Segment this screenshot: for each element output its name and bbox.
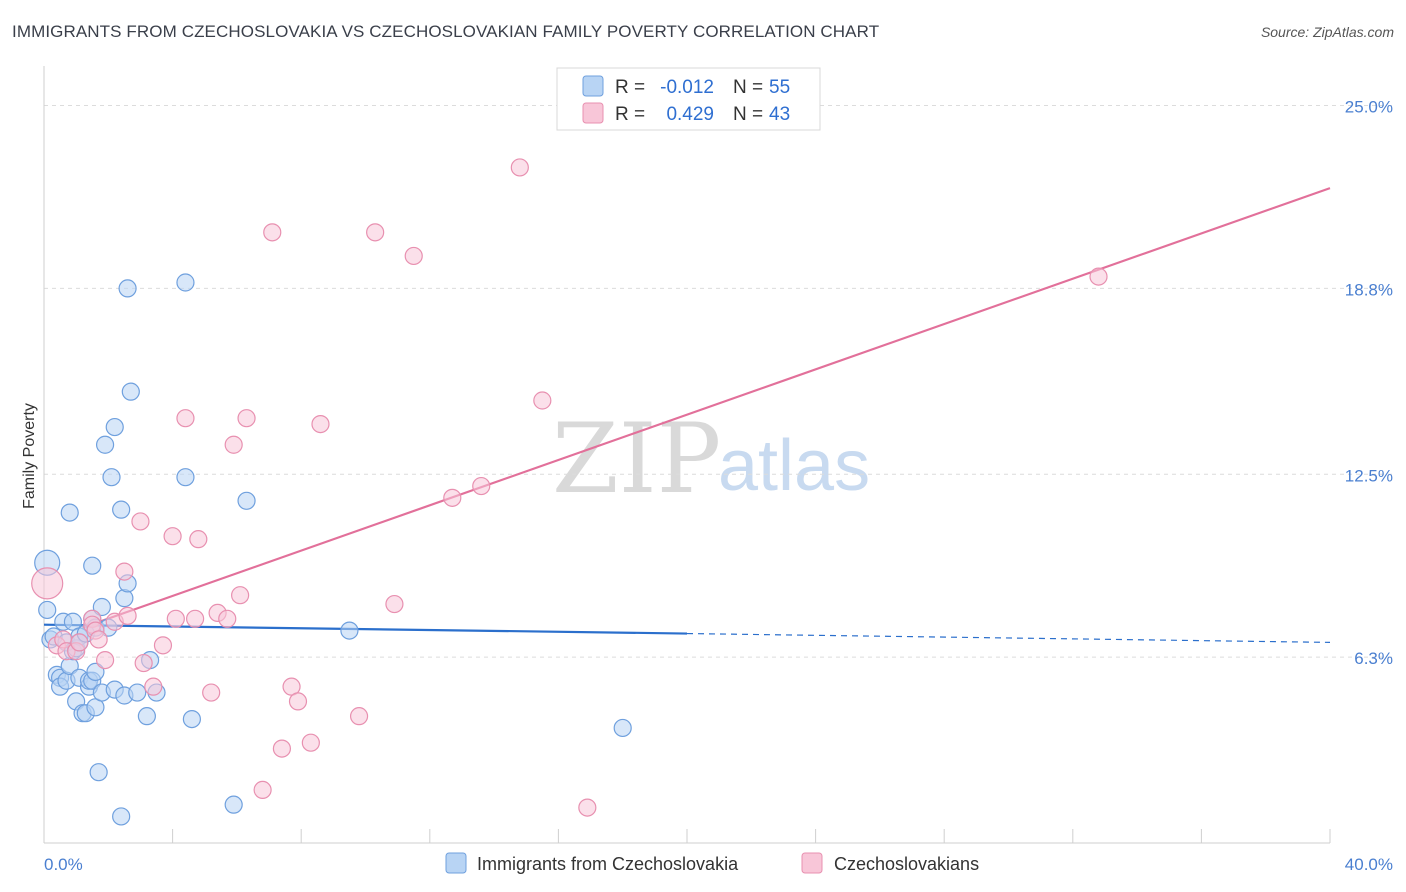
point-immigrants-czechoslovakia — [176, 468, 195, 487]
point-czechoslovakians — [115, 562, 134, 581]
point-immigrants-czechoslovakia — [112, 807, 131, 826]
point-czechoslovakians — [189, 530, 208, 549]
point-czechoslovakians — [118, 606, 137, 625]
point-immigrants-czechoslovakia — [176, 273, 195, 292]
point-immigrants-czechoslovakia — [118, 279, 137, 298]
legend-r-label: R = — [615, 77, 645, 98]
point-immigrants-czechoslovakia — [92, 597, 111, 617]
point-immigrants-czechoslovakia — [89, 763, 108, 782]
watermark-zip: ZIP — [552, 403, 721, 515]
point-czechoslovakians — [153, 636, 173, 655]
point-immigrants-czechoslovakia — [86, 662, 105, 682]
point-immigrants-czechoslovakia — [112, 500, 131, 519]
point-czechoslovakians — [70, 633, 89, 652]
gridlines: 6.3% 12.5% 18.8% 25.0% — [44, 98, 1393, 668]
watermark-atlas: atlas — [718, 426, 870, 506]
point-czechoslovakians — [578, 798, 597, 817]
point-immigrants-czechoslovakia — [128, 683, 147, 702]
point-czechoslovakians — [224, 435, 243, 454]
point-immigrants-czechoslovakia — [95, 435, 115, 454]
point-czechoslovakians — [472, 476, 491, 496]
point-immigrants-czechoslovakia — [115, 589, 134, 608]
point-immigrants-czechoslovakia — [38, 600, 57, 620]
trend-line-czechoslovakians — [82, 187, 1331, 629]
point-czechoslovakians — [311, 415, 330, 434]
point-czechoslovakians — [301, 733, 320, 752]
series-legend-label: Czechoslovakians — [834, 854, 979, 874]
point-czechoslovakians — [144, 677, 163, 696]
legend-r-value: -0.012 — [660, 77, 714, 98]
x-tick-label: 0.0% — [44, 855, 83, 874]
point-czechoslovakians — [349, 707, 369, 726]
y-axis-label: Family Poverty — [21, 403, 38, 509]
point-czechoslovakians — [263, 223, 282, 242]
point-immigrants-czechoslovakia — [60, 503, 79, 522]
series-legend-swatch-blue — [445, 852, 467, 874]
y-tick-label: 6.3% — [1354, 649, 1393, 668]
point-immigrants-czechoslovakia — [137, 707, 156, 726]
point-immigrants-czechoslovakia — [340, 621, 359, 640]
point-czechoslovakians — [443, 488, 462, 507]
trend-line-immigrants-extension — [686, 632, 1331, 643]
point-immigrants-czechoslovakia — [613, 718, 632, 738]
point-czechoslovakians — [385, 594, 404, 614]
point-czechoslovakians — [404, 246, 423, 266]
legend-n-label: N = — [733, 77, 763, 98]
chart-title: IMMIGRANTS FROM CZECHOSLOVAKIA VS CZECHO… — [12, 22, 880, 41]
point-immigrants-czechoslovakia — [83, 556, 102, 575]
point-immigrants-czechoslovakia — [105, 417, 124, 437]
point-czechoslovakians — [237, 409, 256, 428]
legend-r-label: R = — [615, 104, 645, 125]
point-immigrants-czechoslovakia — [121, 382, 140, 401]
legend-n-value: 55 — [769, 77, 790, 98]
point-immigrants-czechoslovakia — [102, 468, 121, 487]
point-czechoslovakians — [366, 223, 385, 242]
point-czechoslovakians — [166, 609, 185, 628]
y-tick-label: 18.8% — [1345, 280, 1393, 299]
point-czechoslovakians — [288, 692, 308, 711]
legend-r-value: 0.429 — [666, 104, 714, 125]
point-czechoslovakians — [510, 158, 529, 177]
series-legend: Immigrants from Czechoslovakia Czechoslo… — [445, 852, 979, 874]
point-czechoslovakians — [218, 609, 237, 628]
chart-source: Source: ZipAtlas.com — [1260, 24, 1394, 40]
trend-line-immigrants — [43, 623, 688, 635]
point-czechoslovakians — [131, 512, 150, 531]
point-czechoslovakians — [95, 650, 115, 670]
y-tick-label: 25.0% — [1345, 98, 1393, 117]
point-immigrants-czechoslovakia — [224, 795, 243, 814]
point-immigrants-czechoslovakia — [237, 491, 256, 510]
legend-n-value: 43 — [769, 104, 790, 125]
correlation-legend: R = -0.012 N = 55 R = 0.429 N = 43 — [556, 67, 821, 131]
point-czechoslovakians — [533, 391, 552, 410]
point-immigrants-czechoslovakia — [182, 709, 201, 729]
y-tick-label: 12.5% — [1345, 466, 1393, 485]
point-czechoslovakians — [89, 630, 108, 649]
point-czechoslovakians — [253, 780, 272, 800]
point-czechoslovakians — [186, 609, 205, 628]
point-czechoslovakians — [231, 586, 250, 605]
point-czechoslovakians — [134, 653, 153, 673]
point-czechoslovakians — [272, 739, 292, 758]
data-points — [31, 158, 1108, 826]
legend-swatch-pink — [582, 102, 604, 124]
point-czechoslovakians — [31, 567, 64, 600]
legend-n-label: N = — [733, 104, 763, 125]
axes: 0.0% 40.0% — [43, 66, 1393, 874]
trend-lines — [43, 187, 1331, 643]
point-czechoslovakians — [176, 409, 195, 428]
point-czechoslovakians — [202, 683, 221, 702]
point-czechoslovakians — [163, 527, 182, 546]
series-legend-swatch-pink — [801, 852, 823, 874]
point-czechoslovakians — [1089, 267, 1108, 286]
legend-swatch-blue — [582, 75, 604, 97]
series-legend-label: Immigrants from Czechoslovakia — [477, 854, 739, 874]
x-tick-label: 40.0% — [1345, 855, 1393, 874]
